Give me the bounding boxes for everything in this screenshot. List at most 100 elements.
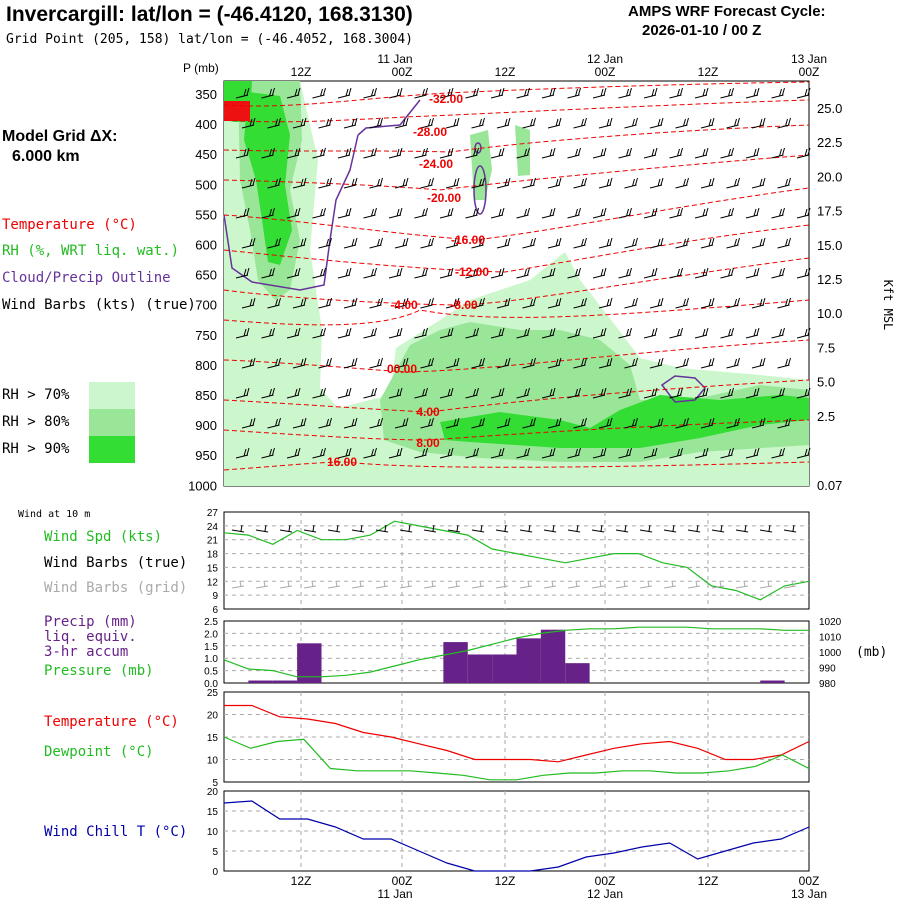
wind-barb [471, 297, 485, 309]
wind-barb [541, 147, 556, 159]
wind-barb-grid [279, 580, 293, 589]
precip-bar [248, 680, 273, 683]
wind-barb [751, 117, 766, 129]
wind-barb-grid [447, 580, 461, 589]
wind-barb [720, 327, 734, 339]
height-tick-10.0: 10.0 [817, 306, 842, 321]
isotherm-10 [223, 419, 810, 441]
wind-barb [624, 297, 638, 309]
wind-barb-grid [423, 580, 437, 589]
height-axis-label: Kft MSL [881, 280, 895, 331]
wind-barb [771, 207, 785, 219]
wind-barb [318, 297, 332, 309]
wind-barb-true [255, 524, 269, 533]
wind-barb [796, 147, 811, 159]
wind-barb [726, 237, 740, 249]
wind-barb [669, 87, 683, 99]
wind-barb [261, 207, 275, 219]
wind-barb [369, 417, 383, 429]
wind-barb [388, 267, 403, 279]
wind-barb [337, 207, 352, 219]
wind-barb-true [591, 524, 605, 533]
wind-barb [292, 357, 307, 369]
precip-bar [492, 654, 517, 683]
wind-barb [490, 207, 505, 219]
wind-barb [675, 357, 689, 369]
wind-barb [592, 387, 607, 399]
legend-wind-speed: Wind Spd (kts) [44, 529, 163, 545]
wind-barb [363, 387, 377, 399]
isotherm-7 [223, 299, 810, 326]
wind-barb [541, 87, 556, 99]
wind-barbs-section [235, 87, 811, 459]
rh90-label: RH > 90% [2, 441, 70, 457]
wind-barb [490, 447, 505, 459]
wind-barb [241, 357, 256, 369]
wind-barb-grid [375, 580, 389, 589]
wind-barb [292, 297, 307, 309]
wind-barb [286, 327, 301, 339]
wind-barb [318, 417, 332, 429]
wind-barb [363, 147, 377, 159]
wind-barb [369, 297, 383, 309]
wind-barb [439, 87, 454, 99]
wind-panel-frame [223, 511, 810, 610]
wind-barb-true [759, 524, 773, 533]
wind-barb [796, 387, 811, 399]
wind-barb [598, 357, 613, 369]
model-grid-label: Model Grid ΔX: [2, 128, 118, 145]
wind-barb [439, 267, 454, 279]
top-hour-label: 12Z [291, 65, 312, 79]
wind-barb [567, 87, 581, 99]
wind-barb [394, 357, 409, 369]
legend-precip-sub1: liq. equiv. [44, 629, 137, 645]
precip-bar [443, 642, 468, 683]
top-date-label: 11 Jan [377, 52, 412, 66]
wind-barb-grid [495, 580, 509, 589]
legend-temperature-2m: Temperature (°C) [44, 714, 179, 730]
wind-barb [777, 177, 791, 189]
wind-barb [312, 447, 326, 459]
precip-tick: 1.0 [204, 654, 218, 665]
wind-barb [547, 417, 562, 429]
pressure-tick-700: 700 [195, 298, 217, 313]
wind-barb-true [447, 524, 461, 533]
wind-barb [522, 417, 536, 429]
rh90-region-upper-left [244, 92, 292, 265]
wind-barb [516, 207, 530, 219]
wind-barb [720, 147, 734, 159]
isotherm-label-00.00: 00.00 [387, 362, 417, 376]
wind-barb [235, 267, 250, 279]
isotherm-label--8.00: -8.00 [450, 298, 478, 312]
wind-barb [726, 357, 740, 369]
wind-barb [318, 177, 332, 189]
precip-bar [760, 680, 785, 683]
wind-barb [286, 447, 301, 459]
wind-barb [471, 117, 485, 129]
pressure-tick-1000: 1000 [188, 478, 217, 493]
wind-barb [337, 87, 352, 99]
wind-barb [337, 447, 352, 459]
wind-barb [465, 387, 479, 399]
wind-barb [618, 87, 632, 99]
wind-barb [669, 387, 683, 399]
height-tick-17.5: 17.5 [817, 204, 842, 219]
rh90-swatch [89, 436, 135, 463]
isotherm-label--4.00: -4.00 [390, 298, 418, 312]
wind-barb [643, 327, 658, 339]
wind-barb [598, 177, 613, 189]
wind-barb [343, 177, 358, 189]
wind-speed-tick: 9 [212, 591, 218, 602]
isotherm-label-16.00: 16.00 [327, 455, 357, 469]
wind-barb [388, 447, 403, 459]
wind-barb [547, 237, 562, 249]
wind-barb [388, 147, 403, 159]
legend-pressure: Pressure (mb) [44, 663, 154, 679]
wind-barb [751, 297, 766, 309]
wind-barb-true [279, 524, 293, 533]
wind-barb [312, 147, 326, 159]
bottom-date-label: 12 Jan [587, 887, 623, 900]
wind-barb [369, 357, 383, 369]
wind-barb [235, 87, 250, 99]
